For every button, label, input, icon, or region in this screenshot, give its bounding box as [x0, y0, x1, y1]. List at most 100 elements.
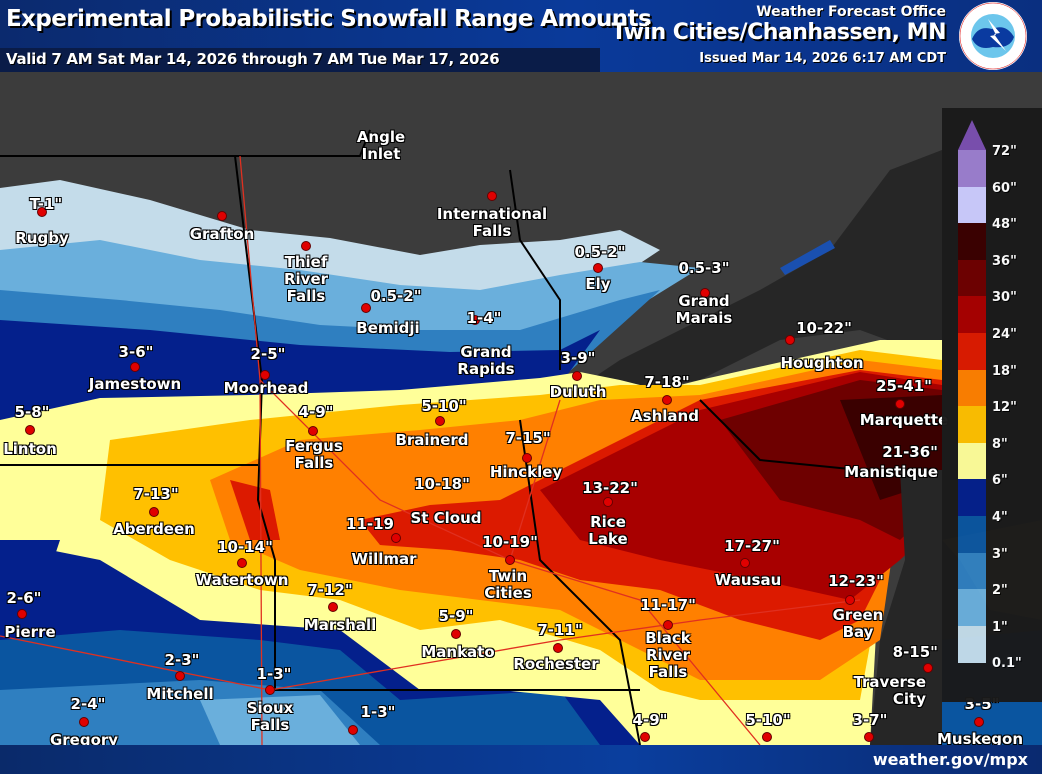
legend-label: 4" [992, 510, 1008, 525]
city-marker [740, 558, 750, 568]
legend-swatch [958, 186, 986, 224]
legend-label: 30" [992, 290, 1017, 306]
city-name: Ashland [631, 407, 699, 425]
city-amount: T-1" [29, 195, 63, 213]
city-name: Brainerd [395, 431, 469, 449]
city-name: Fergus Falls [285, 437, 343, 472]
city-amount: 2-6" [6, 589, 42, 607]
city-marker [308, 426, 318, 436]
city-amount: 7-12" [307, 581, 353, 599]
city-marker [265, 685, 275, 695]
city-marker [974, 717, 984, 727]
city-amount: 5-8" [14, 403, 50, 421]
isle-royale [780, 240, 835, 275]
city-marker [593, 263, 603, 273]
city-marker [328, 602, 338, 612]
legend-label: 72" [992, 144, 1017, 159]
city-name: Manistique [844, 463, 938, 481]
city-amount: 3-9" [560, 349, 596, 367]
city-name: Thief River Falls [283, 253, 329, 305]
city-marker [505, 555, 515, 565]
valid-period: Valid 7 AM Sat Mar 14, 2026 through 7 AM… [6, 50, 500, 68]
city-marker [237, 558, 247, 568]
city-name: Twin Cities [484, 567, 532, 602]
city-marker [663, 620, 673, 630]
legend-swatch [958, 369, 986, 407]
website-link[interactable]: weather.gov/mpx [872, 750, 1028, 769]
city-marker [864, 732, 874, 742]
city-name: Sioux Falls [246, 699, 294, 734]
snowfall-map: Angle Inlet T-1" Rugby Grafton Thief Riv… [0, 72, 1042, 749]
legend-label: 2" [992, 583, 1008, 599]
city-marker [762, 732, 772, 742]
city-amount: 13-22" [582, 479, 638, 497]
city-name: Green Bay [832, 606, 884, 641]
city-marker [700, 288, 710, 298]
city-marker [149, 507, 159, 517]
city-name: Rochester [513, 655, 599, 673]
city-amount: 7-15" [505, 429, 551, 447]
city-marker [451, 629, 461, 639]
city-amount: 11-17" [640, 596, 696, 614]
city-name: Ely [585, 275, 611, 293]
city-amount: 7-18" [644, 373, 690, 391]
city-name: Marshall [303, 616, 377, 634]
city-amount: 2-5" [250, 345, 286, 363]
city-name: Grafton [189, 225, 255, 243]
city-name: Hinckley [489, 463, 563, 481]
city-name: Muskegon [936, 730, 1024, 748]
city-marker [845, 595, 855, 605]
legend-swatch [958, 150, 986, 188]
city-amount: 11-19 [346, 515, 394, 533]
legend-label: 0.1" [992, 656, 1022, 672]
legend-arrow-icon [958, 120, 986, 150]
legend-label: 6" [992, 473, 1008, 489]
city-name: Wausau [714, 571, 782, 589]
city-marker [435, 416, 445, 426]
city-amount: 25-41" [876, 377, 932, 395]
city-marker [301, 241, 311, 251]
city-marker [572, 371, 582, 381]
city-name: Traverse City [853, 673, 926, 708]
city-marker [25, 425, 35, 435]
city-name: Duluth [549, 383, 607, 401]
city-name: Aberdeen [113, 520, 195, 538]
city-marker [487, 191, 497, 201]
city-marker [785, 335, 795, 345]
city-marker [361, 303, 371, 313]
city-amount: 1-3" [256, 665, 292, 683]
city-name: International Falls [436, 205, 548, 240]
legend-label: 48" [992, 217, 1017, 233]
city-name: Marquette [859, 411, 949, 429]
lake-michigan [870, 470, 942, 745]
city-marker [79, 717, 89, 727]
legend-label: 36" [992, 253, 1017, 269]
city-name: Linton [3, 440, 57, 458]
legend-swatch [958, 625, 986, 663]
city-name: Willmar [351, 550, 417, 568]
city-name: Rugby [15, 229, 69, 247]
city-amount: 0.5-2" [574, 243, 626, 261]
city-marker [470, 315, 480, 325]
city-name: Bemidji [356, 319, 420, 337]
city-amount: 5-9" [438, 607, 474, 625]
city-name: Grand Marais [675, 292, 733, 327]
legend-swatch [958, 406, 986, 444]
header: Experimental Probabilistic Snowfall Rang… [0, 0, 1042, 72]
legend-swatch [958, 516, 986, 554]
city-amount: 21-36" [882, 443, 938, 461]
city-marker [662, 395, 672, 405]
city-name: Mitchell [146, 685, 214, 703]
city-amount: 1-4" [466, 309, 502, 327]
city-amount: 3-6" [118, 343, 154, 361]
city-name: Grand Rapids [457, 343, 515, 378]
city-amount: 5-10" [421, 397, 467, 415]
city-amount: 0.5-3" [678, 259, 730, 277]
legend-label: 1" [992, 619, 1008, 635]
city-name: Mankato [421, 643, 495, 661]
legend-swatch [958, 552, 986, 590]
legend-swatch [958, 259, 986, 297]
city-amount: 17-27" [724, 537, 780, 555]
city-name: Rice Lake [588, 513, 628, 548]
legend-label: 3" [992, 546, 1008, 562]
